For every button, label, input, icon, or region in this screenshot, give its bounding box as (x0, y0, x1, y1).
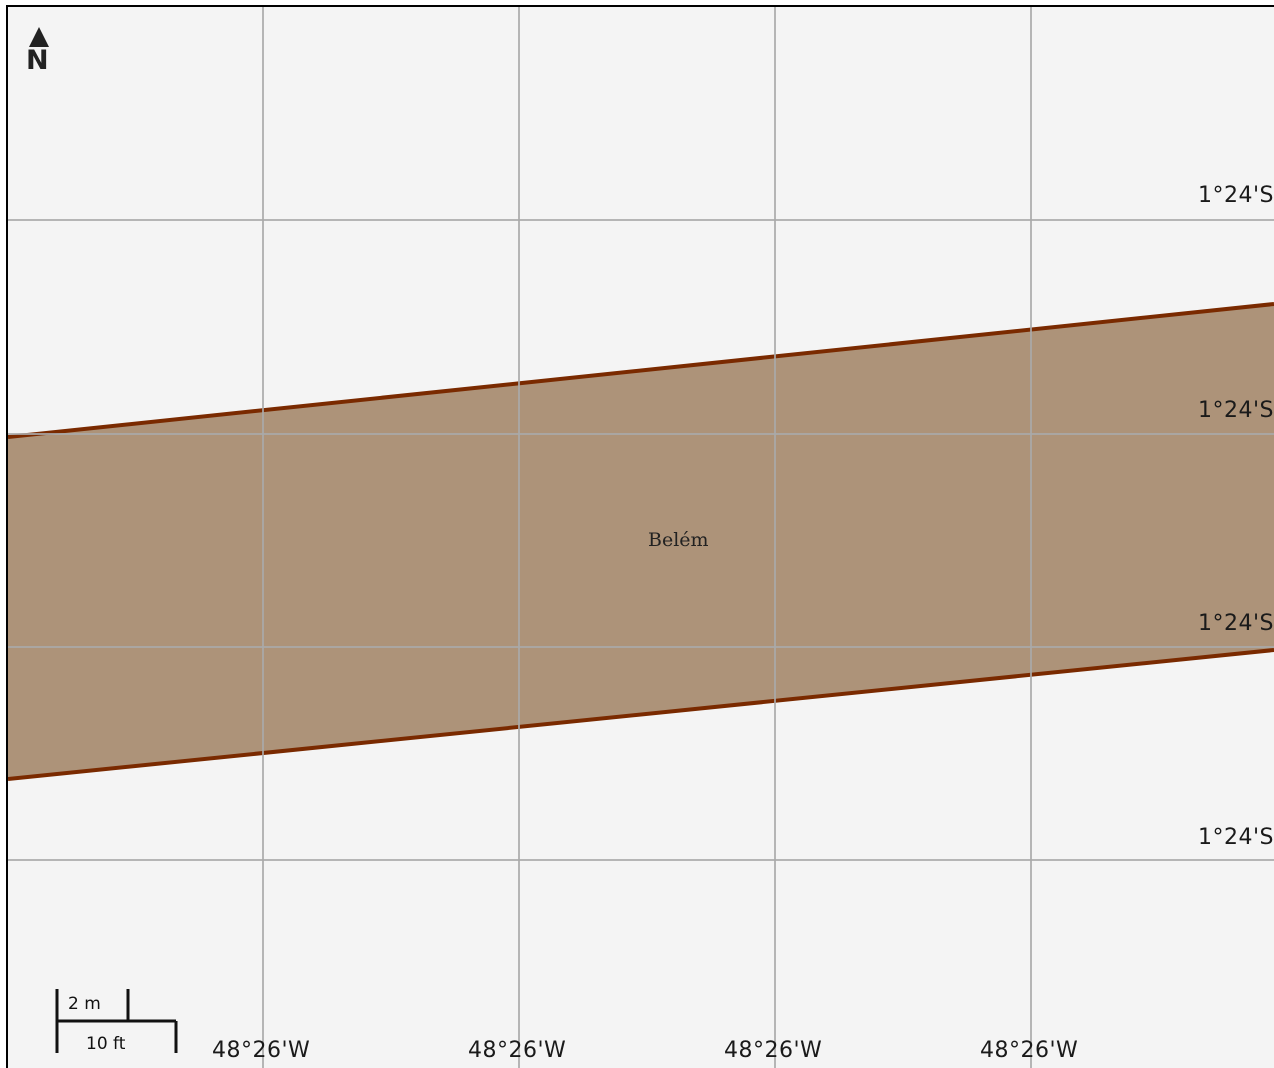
north-letter: N (26, 45, 49, 76)
city-area-border-top (8, 302, 1274, 439)
latitude-label: 1°24'S (1197, 825, 1274, 850)
map-canvas[interactable]: 1°24'S 1°24'S 1°24'S 1°24'S 48°26'W 48°2… (8, 7, 1274, 1068)
longitude-label: 48°26'W (980, 1038, 1079, 1063)
latitude-label: 1°24'S (1197, 611, 1274, 636)
north-arrow-icon: N (24, 27, 56, 79)
longitude-label: 48°26'W (724, 1038, 823, 1063)
latitude-label: 1°24'S (1197, 398, 1274, 423)
map-frame-top (6, 5, 1274, 7)
scale-bar-graphic (55, 989, 178, 1053)
latitude-label: 1°24'S (1197, 183, 1274, 208)
place-label[interactable]: Belém (648, 529, 709, 551)
map-graphics (8, 7, 1274, 1068)
longitude-label: 48°26'W (468, 1038, 567, 1063)
city-area-polygon[interactable] (8, 304, 1274, 779)
scale-metric-label: 2 m (68, 994, 101, 1014)
map-frame-left (6, 6, 8, 1068)
north-triangle-icon (29, 27, 49, 47)
scale-bar: 2 m 10 ft (54, 989, 184, 1063)
longitude-label: 48°26'W (212, 1038, 311, 1063)
city-area-border-bottom (8, 648, 1274, 781)
scale-imperial-label: 10 ft (86, 1034, 126, 1054)
